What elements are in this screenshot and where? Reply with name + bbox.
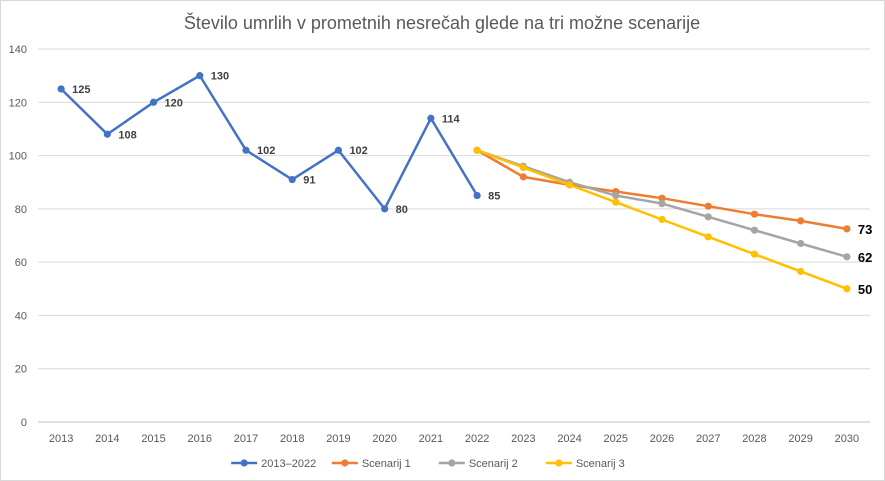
x-tick-label: 2013 [49, 433, 73, 445]
data-point [797, 267, 805, 276]
y-tick-label: 0 [21, 417, 27, 429]
legend-label: 2013–2022 [261, 458, 316, 470]
legend-item: Scenarij 2 [438, 458, 518, 470]
data-point [658, 199, 666, 208]
data-point [427, 114, 435, 122]
data-point [797, 239, 805, 248]
data-point [565, 181, 574, 189]
y-tick-label: 40 [15, 310, 27, 322]
data-point [473, 191, 481, 200]
legend-swatch-marker [448, 459, 456, 467]
y-tick-label: 120 [9, 97, 27, 109]
data-point [612, 191, 620, 200]
data-point [843, 253, 851, 261]
x-tick-label: 2028 [742, 433, 766, 445]
data-point [334, 146, 343, 154]
data-label: 108 [118, 129, 136, 141]
x-tick-label: 2015 [141, 433, 165, 445]
data-label: 85 [488, 191, 500, 203]
data-point [519, 173, 527, 181]
x-tick-label: 2027 [696, 433, 720, 445]
data-label: 50 [858, 282, 872, 297]
series-line [59, 74, 479, 211]
x-tick-label: 2030 [835, 433, 859, 445]
data-point [473, 146, 481, 154]
data-point [750, 210, 759, 218]
legend: 2013–2022 Scenarij 1 Scenarij 2 Scenarij 3 [231, 458, 625, 470]
data-point [750, 226, 759, 234]
x-tick-label: 2017 [234, 433, 258, 445]
series-group [57, 72, 851, 293]
data-label: 80 [396, 204, 408, 216]
x-tick-label: 2021 [419, 433, 443, 445]
x-tick-label: 2023 [511, 433, 535, 445]
gridlines [38, 48, 870, 423]
data-point [612, 198, 620, 206]
legend-item: Scenarij 3 [545, 458, 625, 470]
data-label: 91 [303, 175, 315, 187]
legend-item: Scenarij 1 [331, 458, 411, 470]
data-point [843, 225, 851, 233]
data-point [843, 285, 851, 293]
y-tick-label: 80 [15, 204, 27, 216]
x-tick-label: 2022 [465, 433, 489, 445]
x-tick-label: 2019 [326, 433, 350, 445]
x-tick-label: 2024 [557, 433, 581, 445]
data-label: 102 [257, 145, 275, 157]
data-point [196, 72, 204, 80]
data-point [704, 213, 712, 221]
data-point [242, 146, 250, 154]
x-tick-label: 2025 [604, 433, 628, 445]
data-label: 73 [858, 222, 872, 237]
legend-label: Scenarij 1 [362, 458, 411, 470]
legend-label: Scenarij 2 [469, 458, 518, 470]
data-point [704, 233, 712, 241]
legend-swatch-marker [555, 459, 563, 467]
legend-swatch-marker [240, 459, 248, 467]
data-labels: 125 108 120 130 102 91 102 80 114 85 73 62 50 [72, 71, 872, 297]
data-label: 120 [165, 97, 183, 109]
data-point [658, 194, 666, 202]
data-point [750, 250, 759, 258]
data-label: 62 [858, 250, 872, 265]
data-point [797, 217, 805, 225]
y-axis: 0 20 40 60 80 100 120 140 [9, 44, 27, 429]
x-tick-label: 2016 [188, 433, 212, 445]
x-tick-label: 2020 [372, 433, 396, 445]
data-point [149, 98, 158, 106]
data-point [288, 175, 296, 184]
data-label: 130 [211, 71, 229, 83]
y-tick-label: 140 [9, 44, 27, 56]
x-axis: 2013 2014 2015 2016 2017 2018 2019 2020 2021 2022… [49, 433, 859, 445]
legend-item: 2013–2022 [231, 458, 316, 470]
data-point [381, 205, 389, 213]
data-label: 102 [349, 145, 367, 157]
data-point [57, 85, 65, 93]
legend-swatch-marker [341, 459, 349, 467]
chart-title: Število umrlih v prometnih nesrečah gled… [184, 12, 700, 33]
data-label: 114 [442, 113, 461, 125]
x-tick-label: 2026 [650, 433, 674, 445]
y-tick-label: 60 [15, 257, 27, 269]
data-point [658, 215, 666, 224]
x-tick-label: 2029 [788, 433, 812, 445]
data-point [103, 130, 111, 138]
data-point [519, 163, 527, 172]
y-tick-label: 100 [9, 151, 27, 163]
data-label: 125 [72, 84, 90, 96]
legend-label: Scenarij 3 [576, 458, 625, 470]
x-tick-label: 2014 [95, 433, 119, 445]
y-tick-label: 20 [15, 364, 27, 376]
x-tick-label: 2018 [280, 433, 304, 445]
data-point [704, 202, 712, 210]
